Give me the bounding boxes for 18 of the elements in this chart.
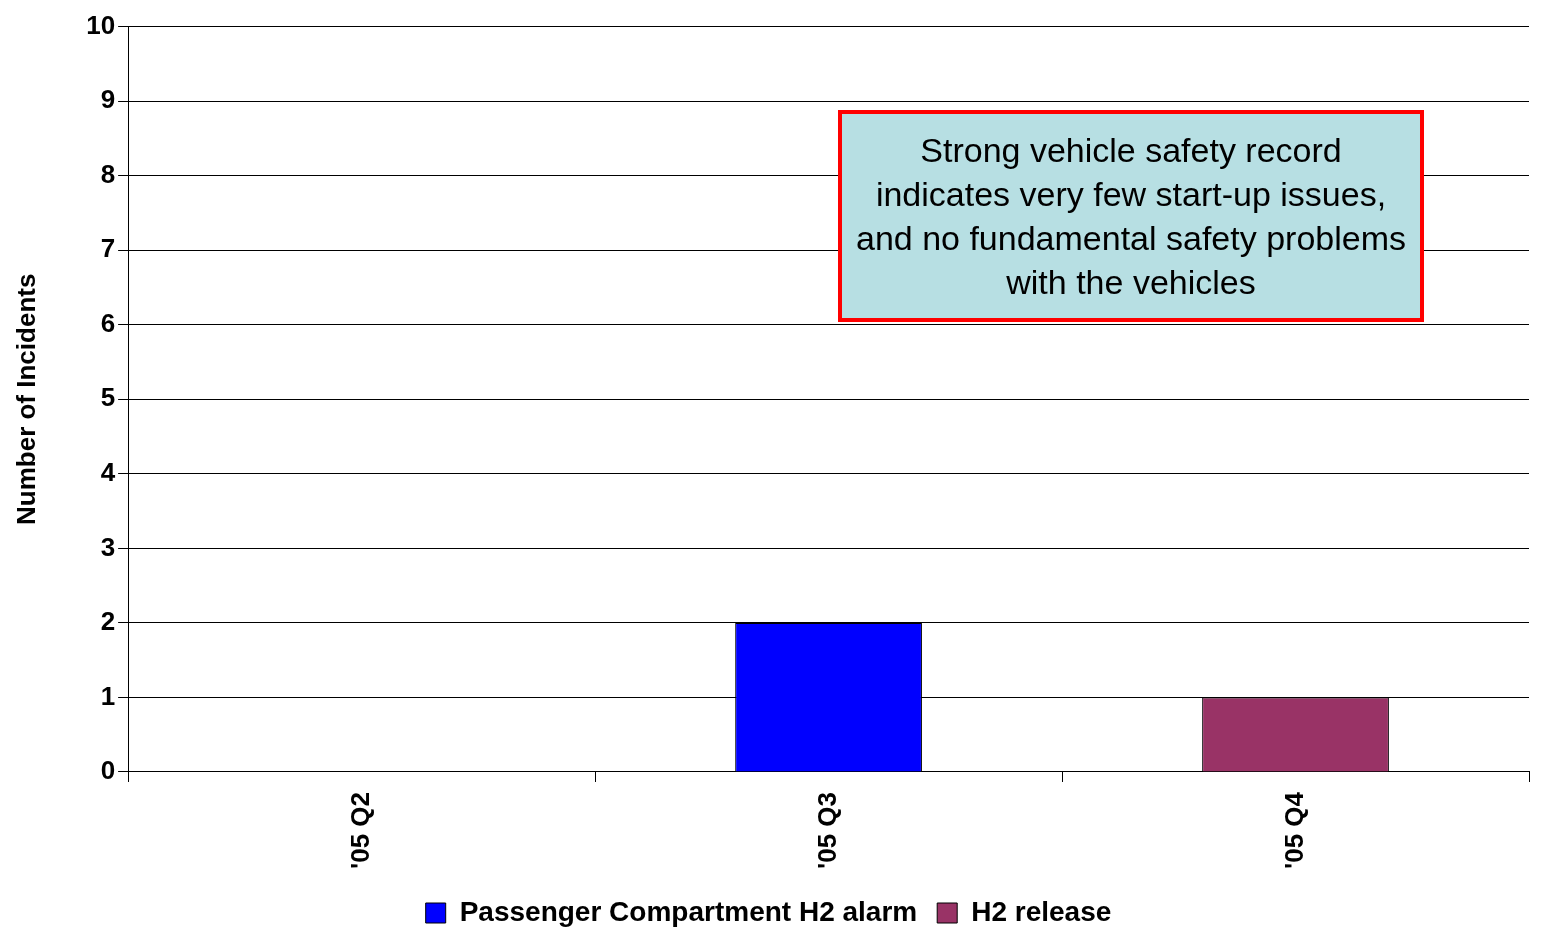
y-tick-label: 10 xyxy=(86,9,116,40)
y-tick-label: 2 xyxy=(100,606,116,637)
y-tick-label: 0 xyxy=(100,755,116,786)
y-tick-label: 6 xyxy=(100,307,116,338)
x-tick-label: '05 Q2 xyxy=(344,791,375,870)
legend-label: H2 release xyxy=(971,895,1112,927)
x-tick-label: '05 Q3 xyxy=(811,791,842,870)
y-tick-label: 8 xyxy=(100,158,116,189)
annotation: Strong vehicle safety record indicates very few start-up issues, and no fundamental safety problems with the vehicles xyxy=(838,110,1424,322)
y-axis-title: Number of Incidents xyxy=(10,273,41,525)
x-tick-label: '05 Q4 xyxy=(1278,791,1309,870)
y-tick-label: 5 xyxy=(100,382,116,413)
y-tick-label: 4 xyxy=(100,457,116,488)
y-tick-label: 3 xyxy=(100,531,116,562)
y-tick-label: 7 xyxy=(100,233,116,264)
legend-label: Passenger Compartment H2 alarm xyxy=(459,895,918,927)
y-tick-label: 9 xyxy=(100,84,116,115)
y-tick-label: 1 xyxy=(100,680,116,711)
